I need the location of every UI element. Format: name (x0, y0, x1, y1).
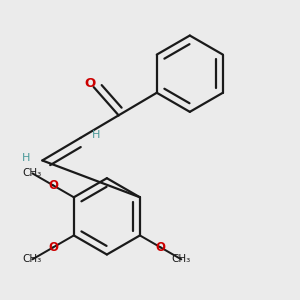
Text: H: H (92, 130, 100, 140)
Text: O: O (156, 241, 166, 254)
Text: O: O (48, 241, 58, 254)
Text: O: O (48, 179, 58, 192)
Text: CH₃: CH₃ (23, 254, 42, 264)
Text: H: H (22, 153, 31, 163)
Text: CH₃: CH₃ (23, 168, 42, 178)
Text: CH₃: CH₃ (172, 254, 191, 264)
Text: O: O (84, 76, 95, 90)
